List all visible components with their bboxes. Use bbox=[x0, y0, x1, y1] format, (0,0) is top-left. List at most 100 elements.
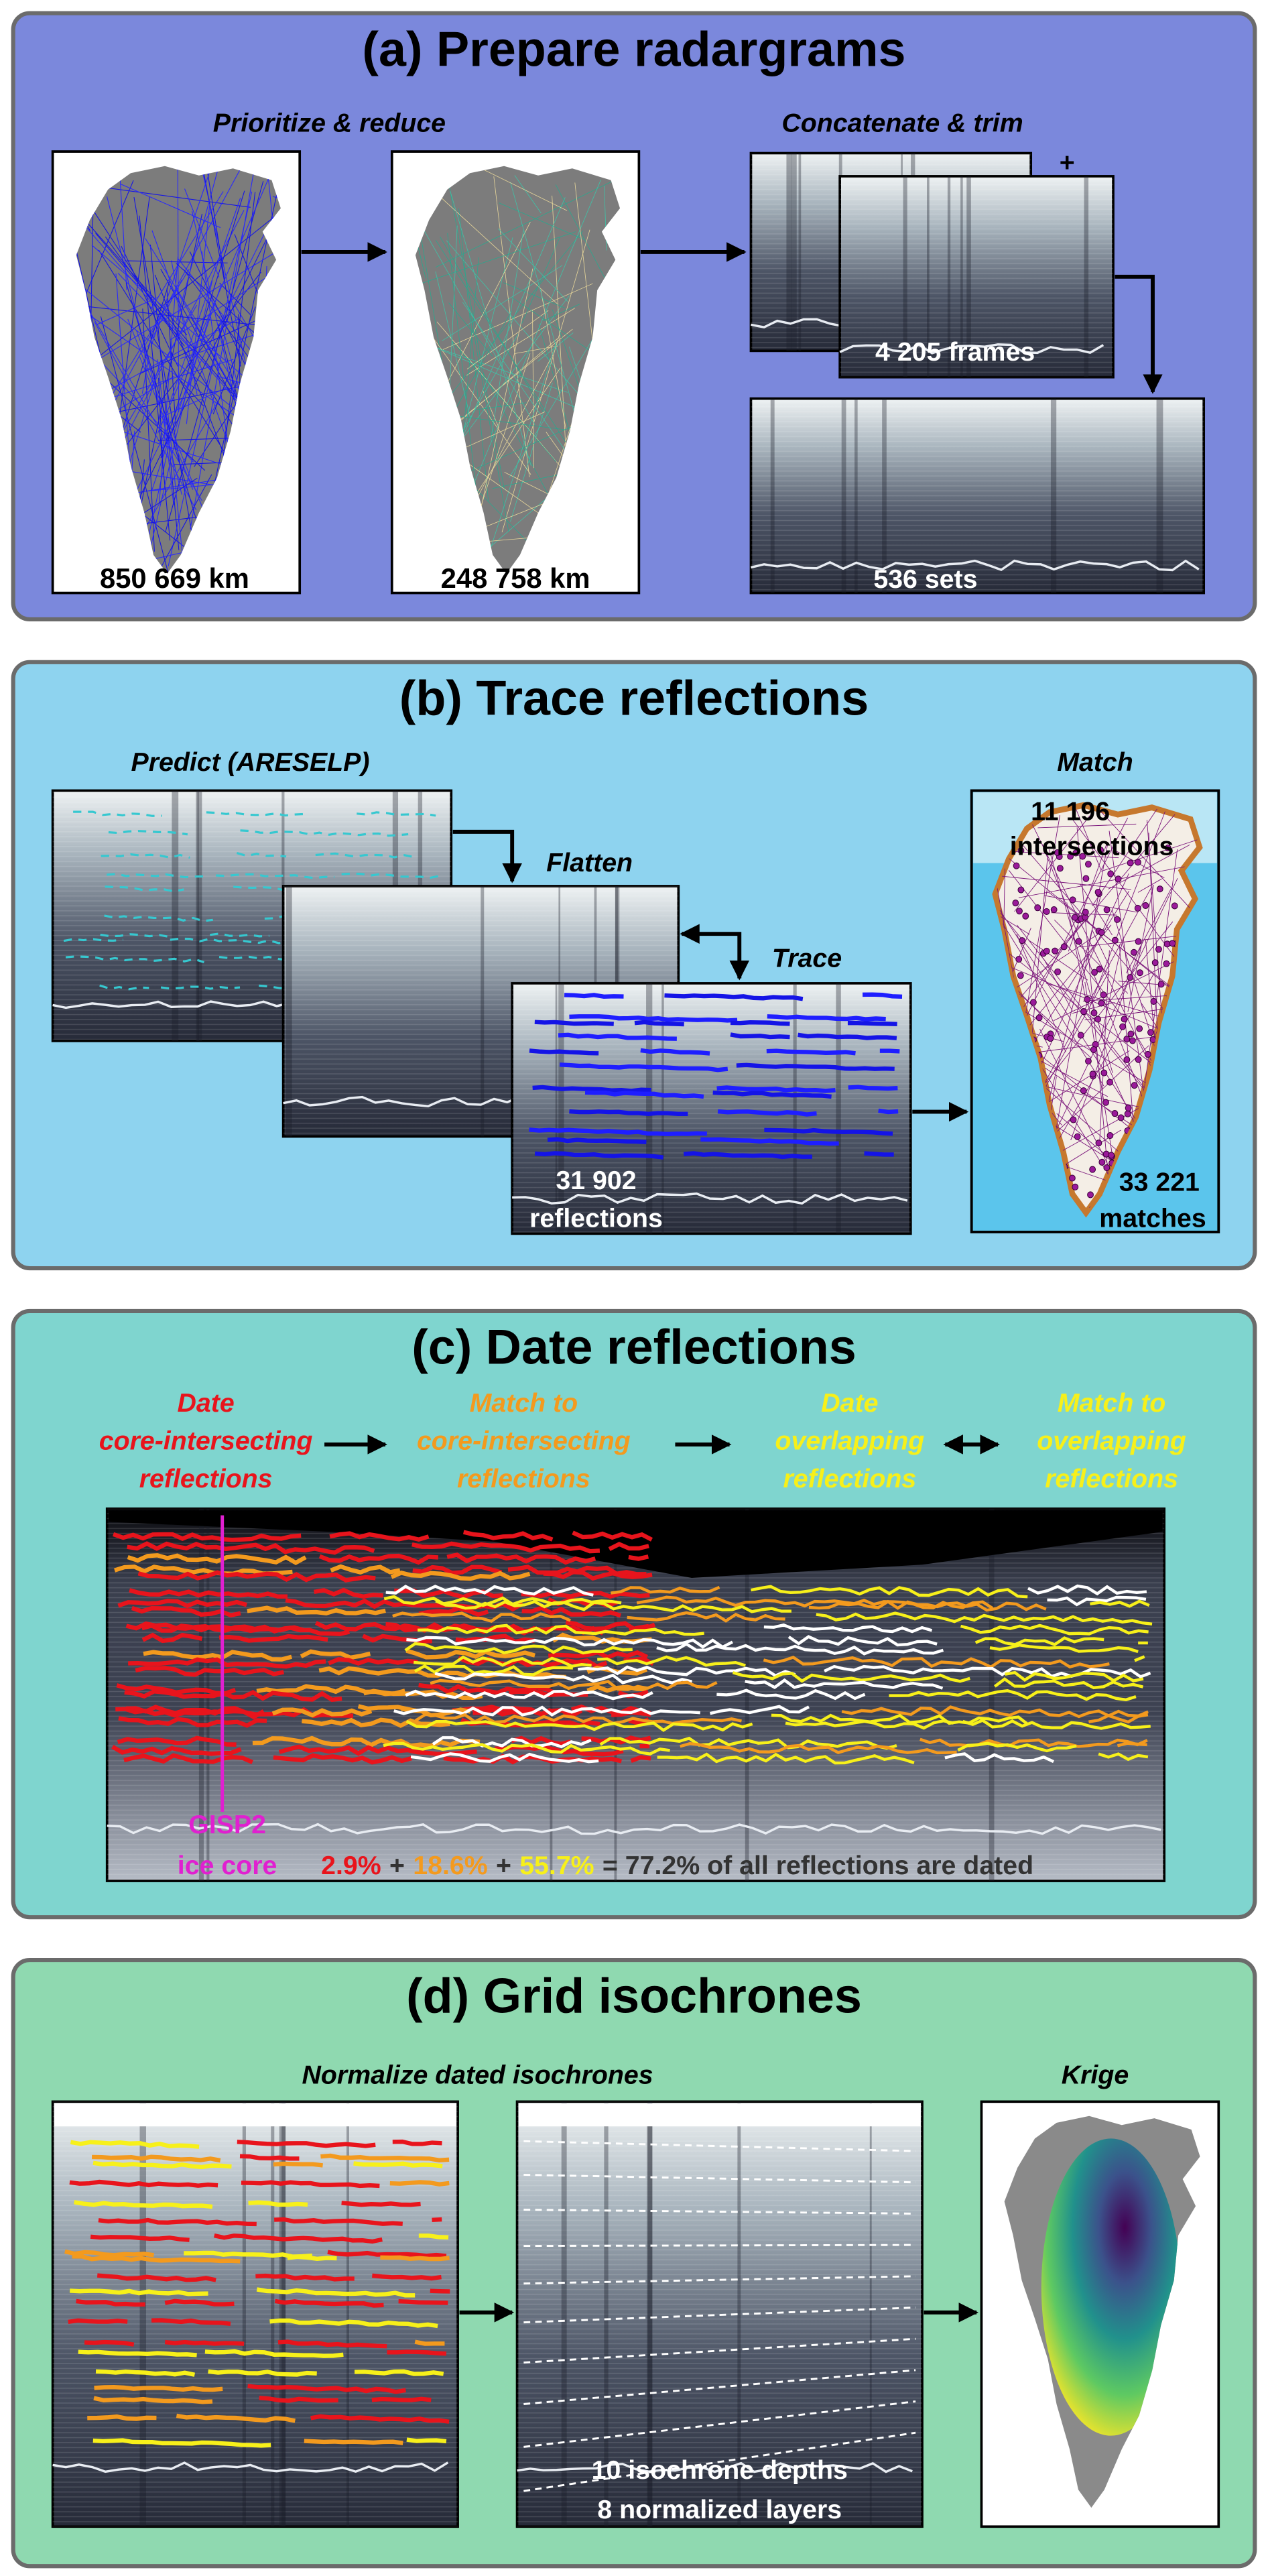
reflection bbox=[380, 2255, 450, 2262]
intersection bbox=[1087, 1191, 1094, 1199]
reflection bbox=[112, 1532, 302, 1542]
flight-track bbox=[459, 208, 489, 501]
reflection bbox=[92, 2154, 221, 2163]
flight-track bbox=[474, 403, 526, 410]
flight-track bbox=[1049, 849, 1113, 1073]
reflection bbox=[418, 1605, 489, 1617]
reflection bbox=[578, 1665, 796, 1678]
flight-track bbox=[1092, 804, 1161, 906]
reflection bbox=[414, 1713, 742, 1725]
reflection bbox=[274, 2217, 403, 2226]
reflection bbox=[95, 2369, 196, 2377]
step-label: Date bbox=[821, 1388, 878, 1418]
flight-track bbox=[1054, 957, 1183, 1021]
intersection bbox=[1077, 1032, 1084, 1039]
flight-track bbox=[1028, 940, 1088, 980]
reflection bbox=[116, 1683, 237, 1696]
flight-track bbox=[436, 176, 623, 267]
radargram-top bbox=[519, 2103, 921, 2127]
reflection bbox=[712, 1090, 832, 1099]
intersection bbox=[1169, 940, 1176, 947]
reflection bbox=[717, 1109, 817, 1117]
flight-track bbox=[1127, 888, 1171, 973]
reflection bbox=[994, 1677, 1144, 1690]
flight-track bbox=[121, 236, 268, 535]
reflection bbox=[751, 1585, 1028, 1599]
reflection bbox=[864, 1151, 894, 1157]
reflection bbox=[581, 1735, 651, 1745]
radargram-trace bbox=[1156, 398, 1163, 593]
reflection bbox=[241, 2180, 380, 2189]
flight-track bbox=[491, 231, 523, 440]
flight-track bbox=[449, 226, 457, 400]
reflection bbox=[745, 1678, 944, 1690]
reflection bbox=[318, 1553, 439, 1565]
reflection bbox=[274, 2298, 384, 2308]
intersection bbox=[1100, 1069, 1108, 1077]
intersection bbox=[1095, 1140, 1102, 1147]
bed-reflection bbox=[52, 2461, 449, 2473]
radargram-trace bbox=[989, 1508, 995, 1882]
intersection bbox=[1075, 938, 1082, 945]
summary-part: 18.6% bbox=[413, 1851, 487, 1880]
reflection bbox=[656, 1642, 944, 1656]
label: 33 221 bbox=[1119, 1168, 1200, 1197]
flight-track bbox=[480, 168, 568, 210]
reflection bbox=[584, 1090, 704, 1099]
reflection bbox=[920, 1737, 1148, 1748]
reflection bbox=[1098, 1752, 1149, 1762]
reflection bbox=[414, 1655, 592, 1668]
reflection bbox=[328, 1657, 418, 1666]
radargram-trace bbox=[281, 2101, 286, 2527]
radargram-trace bbox=[661, 983, 664, 1234]
intersection bbox=[1108, 1152, 1115, 1159]
step-label: core-intersecting bbox=[99, 1426, 313, 1455]
radargram-trace bbox=[841, 398, 846, 593]
intersection bbox=[1123, 1036, 1131, 1043]
intersection bbox=[1094, 1016, 1101, 1023]
arrow bbox=[452, 829, 522, 883]
intersection bbox=[1067, 853, 1074, 860]
intersection bbox=[1107, 870, 1115, 877]
isochrone bbox=[523, 2275, 916, 2285]
reflection bbox=[418, 1623, 704, 1636]
flight-track bbox=[456, 197, 565, 452]
intersection bbox=[1074, 1133, 1081, 1140]
reflection bbox=[405, 1719, 753, 1732]
intersection bbox=[1060, 943, 1068, 950]
reflection bbox=[74, 2200, 213, 2209]
reflection bbox=[97, 2273, 216, 2282]
reflection bbox=[393, 1705, 700, 1717]
reflection bbox=[354, 2369, 444, 2376]
intersection bbox=[1016, 908, 1023, 915]
intersection bbox=[1022, 912, 1029, 920]
flight-track bbox=[1017, 934, 1066, 1052]
intersection bbox=[1098, 929, 1105, 936]
reflection bbox=[847, 1020, 897, 1027]
intersection bbox=[1127, 974, 1134, 981]
intersection bbox=[1103, 1164, 1111, 1172]
reflection bbox=[115, 1707, 265, 1720]
label: 4 205 frames bbox=[875, 337, 1035, 367]
reflection bbox=[848, 1085, 898, 1091]
reflection bbox=[1117, 1741, 1147, 1747]
flight-track bbox=[1025, 808, 1157, 1078]
reflection bbox=[160, 985, 241, 990]
reflection bbox=[383, 1595, 622, 1607]
step-label: Krige bbox=[1062, 2060, 1129, 2089]
flight-track bbox=[1076, 810, 1101, 870]
flight-track bbox=[1083, 995, 1180, 1001]
reflection bbox=[237, 2140, 376, 2148]
intersection bbox=[1043, 908, 1050, 915]
reflection bbox=[76, 2298, 145, 2307]
flight-track bbox=[92, 214, 277, 363]
radargram-layers bbox=[52, 2101, 458, 2527]
isochrone bbox=[523, 2400, 916, 2448]
flight-track bbox=[1024, 815, 1060, 1025]
flight-track bbox=[213, 307, 255, 414]
radargram-top bbox=[54, 2103, 456, 2127]
label: 248 758 km bbox=[441, 562, 590, 594]
flight-track bbox=[450, 191, 531, 466]
reflection bbox=[664, 993, 804, 1001]
flight-track bbox=[147, 280, 182, 347]
